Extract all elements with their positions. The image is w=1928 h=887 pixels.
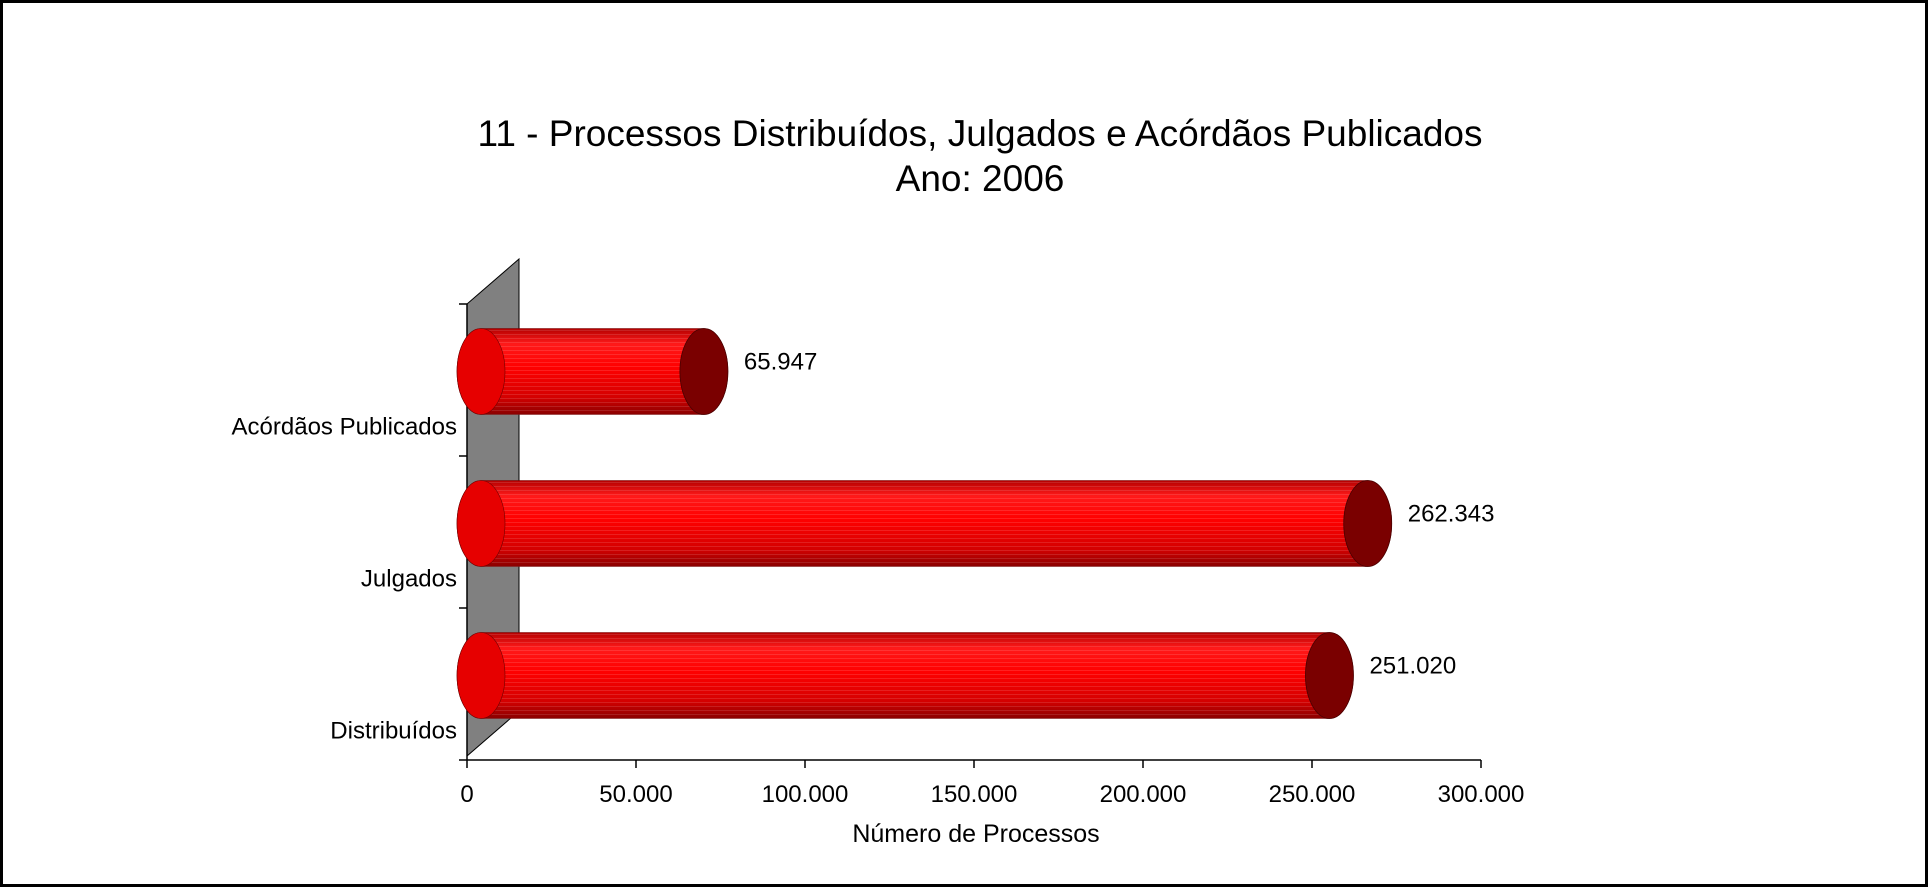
x-tick-label: 0: [460, 781, 473, 808]
bar-texture: [457, 632, 1354, 719]
x-tick-label: 150.000: [931, 781, 1018, 808]
data-label: 262.343: [1408, 501, 1495, 528]
bar-end-cap: [1343, 480, 1393, 567]
bar-series: [456, 328, 1393, 719]
bar-start-cap: [456, 480, 506, 567]
bar-texture: [457, 328, 728, 415]
bar-chart: 11 - Processos Distribuídos, Julgados e …: [232, 113, 1525, 848]
category-label: Acórdãos Publicados: [232, 414, 457, 441]
x-axis-ticks: 0 50.000 100.000 150.000 200.000 250.000 300.0…: [460, 760, 1524, 808]
category-label: Julgados: [361, 566, 457, 593]
bar-start-cap: [456, 632, 506, 719]
bar-end-cap: [1305, 632, 1354, 719]
data-labels: 251.020 262.343 65.947: [744, 349, 1495, 680]
chart-subtitle: Ano: 2006: [896, 158, 1065, 199]
bar-start-cap: [456, 328, 506, 415]
category-label: Distribuídos: [330, 718, 457, 745]
x-axis-title: Número de Processos: [852, 820, 1099, 848]
data-label: 251.020: [1369, 653, 1456, 680]
bar-end-cap: [679, 328, 729, 415]
x-tick-label: 100.000: [762, 781, 849, 808]
x-tick-label: 250.000: [1269, 781, 1356, 808]
y-axis-ticks: [459, 303, 467, 761]
chart-title: 11 - Processos Distribuídos, Julgados e …: [477, 113, 1482, 154]
x-tick-label: 50.000: [599, 781, 672, 808]
bar-texture: [457, 480, 1392, 567]
data-label: 65.947: [744, 349, 817, 376]
category-labels: Distribuídos Julgados Acórdãos Publicados: [232, 414, 457, 745]
x-tick-label: 200.000: [1100, 781, 1187, 808]
x-tick-label: 300.000: [1438, 781, 1525, 808]
